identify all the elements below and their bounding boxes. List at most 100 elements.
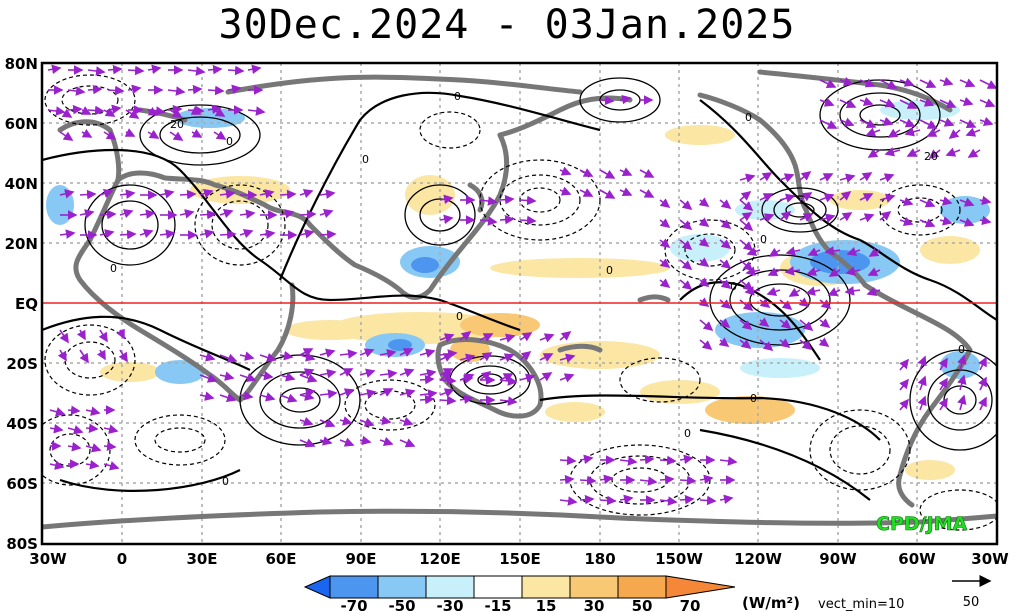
wind-vector-arrow: [739, 199, 754, 212]
wind-vector-arrow: [107, 85, 125, 96]
wind-vector-arrow: [85, 459, 100, 470]
wind-vector-arrow: [49, 423, 64, 434]
wind-vector-arrow: [739, 191, 752, 201]
wind-vector-arrow: [859, 119, 877, 128]
wind-vector-arrow: [147, 64, 162, 75]
wind-vector-arrow: [190, 106, 202, 115]
wind-vector-arrow: [799, 213, 814, 222]
wind-vector-arrow: [639, 454, 655, 465]
wind-vector-arrow: [299, 388, 316, 398]
wind-vector-arrow: [399, 348, 414, 357]
wind-vector-arrow: [739, 339, 752, 349]
wind-vector-arrow: [159, 229, 176, 239]
wind-vector-arrow: [99, 209, 117, 220]
wind-vector-arrow: [49, 407, 66, 417]
wind-vector-arrow: [819, 79, 837, 88]
wind-vector-arrow: [99, 188, 114, 199]
wind-vector-arrow: [919, 218, 936, 228]
wind-vector-arrow: [939, 99, 957, 108]
wind-vector-arrow: [519, 373, 536, 383]
wind-vector-arrow: [679, 239, 693, 251]
wind-vector-arrow: [719, 239, 732, 249]
wind-vector-arrow: [359, 368, 376, 378]
wind-vector-arrow: [957, 374, 967, 391]
wind-vector-arrow: [259, 370, 274, 381]
wind-vector-arrow: [679, 475, 697, 486]
wind-vector-arrow: [806, 266, 821, 277]
wind-vector-arrow: [499, 194, 515, 205]
lon-label: 30W: [971, 550, 1009, 568]
wind-vector-arrow: [59, 131, 74, 141]
wind-vector-arrow: [519, 195, 537, 206]
wind-vector-arrow: [807, 247, 821, 257]
wind-vector-arrow: [479, 196, 498, 206]
wind-vector-arrow: [698, 257, 710, 267]
wind-vector-arrow: [279, 350, 294, 361]
wind-vector-arrow: [519, 332, 533, 342]
wind-vector-arrow: [659, 258, 671, 268]
wind-vector-arrow: [928, 149, 941, 159]
wind-vector-arrow: [659, 474, 675, 485]
wind-vector-arrow: [319, 348, 336, 358]
wind-vector-arrow: [938, 357, 948, 371]
wind-vector-arrow: [279, 189, 297, 200]
wind-vector-arrow: [965, 127, 981, 137]
wind-vector-arrow: [96, 349, 106, 361]
wind-vector-arrow: [599, 95, 615, 106]
wind-vector-arrow: [359, 417, 375, 427]
wind-vector-arrow: [479, 216, 498, 226]
wind-vector-arrow: [719, 219, 732, 229]
wind-vector-arrow: [247, 64, 262, 75]
wind-vector-arrow: [479, 371, 492, 381]
lat-label: 20N: [5, 235, 38, 253]
wind-vector-arrow: [399, 388, 416, 398]
contour-label: 0: [362, 153, 369, 166]
wind-vector-arrow: [699, 474, 714, 485]
wind-vector-arrow: [979, 79, 997, 89]
map-plot-area: 0 0 0 0 0 0 0 0 0 0 0 0 0 20 20 CPD/JMA: [40, 61, 999, 546]
wind-vector-arrow: [199, 373, 218, 383]
wind-vector-arrow: [938, 377, 948, 391]
lon-label: 180: [584, 550, 615, 568]
wind-vector-arrow: [119, 208, 134, 219]
colorbar-cell: [617, 575, 667, 599]
wind-vector-arrow: [819, 119, 838, 129]
wind-vector-arrow: [499, 376, 518, 386]
wind-vector-arrow: [107, 64, 123, 75]
wind-vector-arrow: [279, 393, 298, 403]
wind-vector-arrow: [745, 266, 761, 276]
wind-vector-arrow: [207, 64, 223, 75]
wind-vector-arrow: [399, 368, 415, 378]
wind-vector-arrow: [179, 189, 197, 200]
wind-vector-arrow: [119, 229, 137, 240]
wind-vector-arrow: [919, 97, 935, 107]
wind-vector-arrow: [739, 319, 753, 331]
contour-label: 0: [110, 262, 117, 275]
wind-vector-arrow: [919, 79, 937, 88]
wind-vector-arrow: [319, 418, 336, 428]
wind-vector-arrow: [599, 169, 616, 179]
wind-vector-arrow: [939, 196, 953, 206]
wind-vector-arrow: [239, 390, 254, 401]
wind-vector-arrow: [867, 267, 881, 277]
wind-vector-arrow: [319, 189, 336, 199]
wind-vector-arrow: [499, 333, 516, 343]
longitude-axis-labels: 30W 0 30E 60E 90E 120E 150E 180 150W 120…: [29, 550, 1009, 568]
wind-vector-arrow: [187, 66, 206, 76]
wind-vector-arrow: [819, 299, 832, 309]
wind-vector-arrow: [887, 128, 901, 138]
wind-vector-arrow: [299, 229, 315, 239]
wind-vector-arrow: [124, 128, 136, 137]
lat-label: 80N: [5, 55, 38, 73]
wind-vector-arrow: [819, 318, 831, 328]
wind-vector-arrow: [859, 96, 874, 107]
colorbar-tick-label: 50: [632, 597, 653, 612]
wind-vector-arrow: [479, 333, 494, 342]
wind-vector-arrow: [213, 107, 226, 117]
wind-vector-arrow: [87, 66, 106, 76]
wind-vector-arrow: [784, 266, 801, 276]
contour-label: 0: [606, 264, 613, 277]
wind-vector-arrow: [799, 319, 814, 332]
wind-vector-arrow: [99, 229, 115, 239]
